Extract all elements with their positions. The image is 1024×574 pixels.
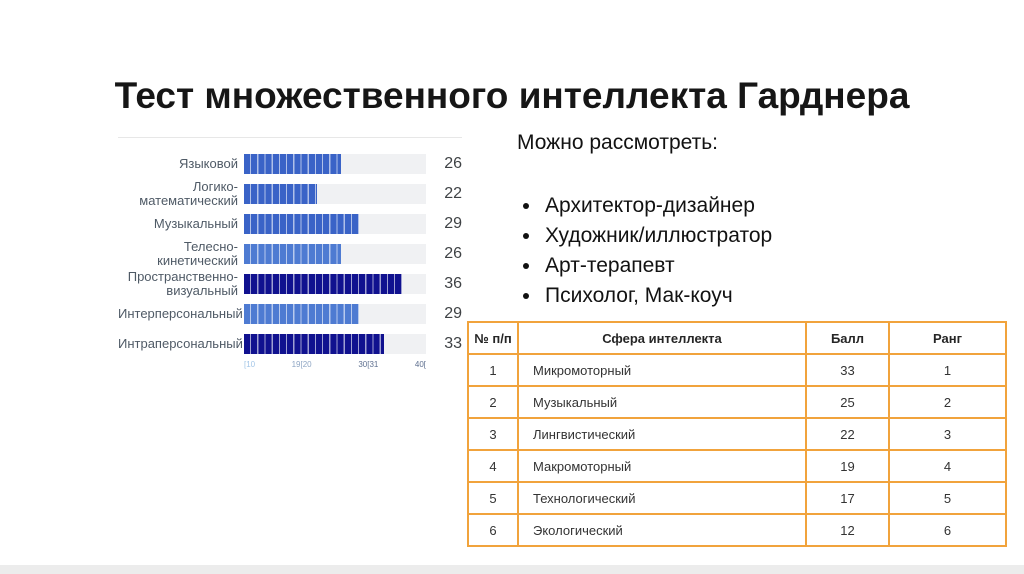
list-item-text: Психолог, Мак-коуч [545, 284, 733, 307]
table-header-cell: Сфера интеллекта [517, 321, 807, 355]
chart-row: Музыкальный 29 [118, 209, 462, 239]
chart-row: Пространственно-визуальный 36 [118, 269, 462, 299]
cell-sphere: Технологический [517, 481, 807, 515]
table-row: 5 Технологический 17 5 [467, 481, 1007, 515]
list-item: Психолог, Мак-коуч [517, 281, 957, 311]
cell-number: 5 [467, 481, 519, 515]
table-row: 4 Макромоторный 19 4 [467, 449, 1007, 483]
bar-value: 26 [444, 155, 462, 172]
bullet-icon [523, 203, 529, 209]
table-header-cell: Балл [805, 321, 890, 355]
bar-value: 33 [444, 335, 462, 352]
cell-rank: 6 [888, 513, 1007, 547]
cell-score: 12 [805, 513, 890, 547]
bar-value: 36 [444, 275, 462, 292]
chart-category-label: Языковой [178, 156, 238, 171]
cell-number: 3 [467, 417, 519, 451]
axis-tick-label: [10 [244, 360, 256, 369]
cell-rank: 5 [888, 481, 1007, 515]
chart-row: Телесно-кинетический 26 [118, 239, 462, 269]
chart-category-label: Интерперсональный [118, 306, 243, 321]
chart-row: Интерперсональный 29 [118, 299, 462, 329]
chart-axis: [10 19[20 30[31 40[ [244, 359, 426, 371]
bar [244, 274, 402, 294]
bar-track [244, 244, 426, 264]
cell-sphere: Макромоторный [517, 449, 807, 483]
cell-number: 2 [467, 385, 519, 419]
chart-category-label: Пространственно-визуальный [127, 269, 238, 298]
table-row: 3 Лингвистический 22 3 [467, 417, 1007, 451]
intelligence-score-table: № п/п Сфера интеллекта Балл Ранг 1 Микромот… [467, 321, 1007, 547]
chart-top-divider [118, 137, 462, 138]
chart-row: Языковой 26 [118, 149, 462, 179]
bar-track [244, 274, 426, 294]
axis-tick-label: 40[ [414, 360, 426, 369]
list-item-text: Архитектор-дизайнер [545, 194, 755, 217]
bar-value: 26 [444, 245, 462, 262]
list-item-text: Арт-терапевт [545, 254, 675, 277]
bar-track [244, 154, 426, 174]
cell-rank: 3 [888, 417, 1007, 451]
bar-value: 29 [444, 215, 462, 232]
cell-score: 33 [805, 353, 890, 387]
list-item: Арт-терапевт [517, 251, 957, 281]
cell-sphere: Экологический [517, 513, 807, 547]
axis-tick-label: 19[20 [291, 360, 312, 369]
chart-category-label: Телесно-кинетический [157, 239, 238, 268]
cell-rank: 4 [888, 449, 1007, 483]
bar-value: 22 [444, 185, 462, 202]
table-header-cell: № п/п [467, 321, 519, 355]
list-item: Архитектор-дизайнер [517, 191, 957, 221]
table-body: 1 Микромоторный 33 1 2 Музыкальный 25 2 … [467, 353, 1007, 547]
consider-heading: Можно рассмотреть: [517, 131, 719, 154]
bar-track [244, 334, 426, 354]
bar-track [244, 304, 426, 324]
cell-sphere: Лингвистический [517, 417, 807, 451]
slide-title: Тест множественного интеллекта Гарднера [114, 74, 910, 116]
bullet-icon [523, 293, 529, 299]
chart-row: Интраперсональный 33 [118, 329, 462, 359]
cell-sphere: Музыкальный [517, 385, 807, 419]
table-row: 6 Экологический 12 6 [467, 513, 1007, 547]
cell-score: 19 [805, 449, 890, 483]
cell-number: 1 [467, 353, 519, 387]
bar-track [244, 214, 426, 234]
bar [244, 154, 342, 174]
table-row: 1 Микромоторный 33 1 [467, 353, 1007, 387]
axis-tick-label: 30[31 [358, 360, 379, 369]
consider-block: Можно рассмотреть: Архитектор-дизайнер Х… [517, 131, 957, 311]
chart-category-label: Логико-математический [139, 179, 238, 208]
bar [244, 184, 317, 204]
bullet-icon [523, 263, 529, 269]
chart-category-label: Музыкальный [153, 216, 238, 231]
list-item: Художник/иллюстратор [517, 221, 957, 251]
list-item-text: Художник/иллюстратор [545, 224, 773, 247]
cell-score: 17 [805, 481, 890, 515]
bar [244, 304, 360, 324]
chart-row: Логико-математический 22 [118, 179, 462, 209]
chart-category-label: Интраперсональный [118, 336, 243, 351]
intelligence-bar-chart: Языковой 26 Логико-математический 22 Муз… [118, 137, 462, 371]
cell-score: 22 [805, 417, 890, 451]
bar-value: 29 [444, 305, 462, 322]
consider-list: Архитектор-дизайнер Художник/иллюстратор… [517, 191, 957, 311]
table-row: 2 Музыкальный 25 2 [467, 385, 1007, 419]
bar-track [244, 184, 426, 204]
table-header-cell: Ранг [888, 321, 1007, 355]
cell-rank: 1 [888, 353, 1007, 387]
chart-rows: Языковой 26 Логико-математический 22 Муз… [118, 149, 462, 359]
slide-bottom-edge [0, 565, 1024, 574]
cell-number: 4 [467, 449, 519, 483]
cell-number: 6 [467, 513, 519, 547]
bullet-icon [523, 233, 529, 239]
table-header-row: № п/п Сфера интеллекта Балл Ранг [467, 321, 1007, 355]
cell-score: 25 [805, 385, 890, 419]
bar [244, 334, 384, 354]
bar [244, 214, 360, 234]
bar [244, 244, 342, 264]
cell-sphere: Микромоторный [517, 353, 807, 387]
cell-rank: 2 [888, 385, 1007, 419]
